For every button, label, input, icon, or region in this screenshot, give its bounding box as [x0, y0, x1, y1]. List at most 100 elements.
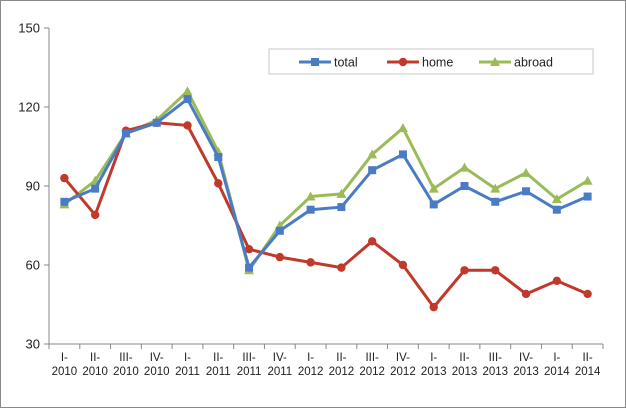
- data-point-total: [152, 118, 161, 127]
- legend-item-abroad: abroad: [479, 56, 553, 70]
- data-point-total: [91, 184, 100, 193]
- x-tick-label: III-: [119, 352, 133, 364]
- data-point-home: [583, 289, 592, 299]
- data-point-abroad: [367, 149, 378, 159]
- legend-swatch-marker: [311, 58, 319, 66]
- data-point-home: [275, 252, 285, 262]
- x-tick-label: IV-: [150, 352, 164, 364]
- x-tick-label: 2013: [452, 366, 478, 378]
- x-tick-label: 2013: [513, 366, 539, 378]
- y-tick-label: 150: [18, 21, 40, 36]
- data-point-total: [460, 182, 469, 190]
- x-tick-label: 2010: [52, 366, 78, 378]
- legend: total home abroad: [268, 48, 594, 75]
- x-tick-label: I-: [61, 352, 68, 364]
- x-tick-label: 2013: [482, 366, 508, 378]
- data-point-total: [583, 192, 592, 201]
- data-point-home: [521, 289, 531, 299]
- x-tick-label: 2011: [175, 366, 200, 378]
- legend-label: home: [422, 56, 453, 70]
- data-point-home: [183, 121, 192, 130]
- x-tick-label: 2011: [267, 366, 292, 378]
- x-tick-label: 2014: [575, 366, 601, 378]
- axes: 30 60 90 120 150 I- 2010 II- 2010 III- 2010 IV- 2010…: [18, 21, 604, 378]
- legend-item-total: total: [299, 56, 358, 70]
- data-point-home: [306, 258, 315, 267]
- data-point-abroad: [397, 123, 408, 133]
- x-tick-label: II-: [90, 352, 100, 364]
- data-point-abroad: [428, 183, 439, 193]
- legend-label: abroad: [514, 56, 553, 70]
- data-point-total: [121, 129, 130, 138]
- x-tick-label: I-: [430, 352, 437, 364]
- x-tick-label: I-: [553, 352, 560, 364]
- data-point-home: [460, 266, 469, 275]
- data-point-abroad: [521, 167, 532, 177]
- data-point-total: [306, 205, 315, 214]
- data-point-home: [214, 179, 223, 188]
- x-tick-label: 2013: [421, 366, 447, 378]
- x-tick-label: 2010: [113, 366, 139, 378]
- x-tick-label: 2014: [544, 366, 570, 378]
- x-tick-label: 2012: [359, 366, 385, 378]
- data-point-abroad: [305, 191, 316, 201]
- data-point-home: [398, 260, 408, 270]
- data-point-total: [60, 197, 69, 206]
- data-point-total: [522, 187, 531, 196]
- data-point-home: [244, 245, 254, 254]
- x-tick-label: III-: [489, 352, 503, 364]
- series-line-total: [63, 97, 589, 270]
- x-tick-label: II-: [459, 352, 469, 364]
- x-tick-label: IV-: [396, 352, 410, 364]
- x-tick-label: 2012: [329, 366, 355, 378]
- legend-label: total: [334, 56, 358, 70]
- y-tick-label: 30: [26, 337, 40, 352]
- x-tick-label: 2011: [237, 366, 262, 378]
- data-point-home: [90, 210, 100, 220]
- data-point-total: [491, 197, 500, 206]
- x-tick-label: 2012: [390, 366, 416, 378]
- data-point-total: [398, 150, 407, 159]
- data-point-total: [245, 263, 254, 272]
- series-home: [60, 118, 592, 312]
- data-point-total: [429, 200, 438, 209]
- data-point-home: [337, 263, 346, 272]
- x-tick-label: III-: [242, 352, 256, 364]
- series-total: [60, 95, 592, 272]
- data-point-home: [429, 302, 438, 312]
- y-tick-label: 90: [26, 179, 40, 194]
- x-tick-label: I-: [184, 352, 191, 364]
- x-tick-label: II-: [213, 352, 223, 364]
- x-tick-label: 2011: [206, 366, 231, 378]
- legend-swatch-marker: [490, 57, 500, 66]
- x-tick-label: IV-: [519, 352, 533, 364]
- data-point-total: [183, 95, 192, 104]
- data-point-total: [275, 226, 284, 235]
- x-tick-label: III-: [365, 352, 379, 364]
- data-point-total: [337, 203, 346, 212]
- x-tick-label: 2010: [144, 366, 170, 378]
- series-line-abroad: [63, 89, 589, 272]
- x-tick-label: IV-: [273, 352, 287, 364]
- series-line-home: [63, 121, 589, 309]
- legend-swatch-marker: [398, 57, 408, 67]
- x-tick-label: II-: [336, 352, 346, 364]
- series-abroad: [59, 86, 593, 275]
- x-tick-label: I-: [307, 352, 314, 364]
- data-point-total: [552, 205, 561, 214]
- data-point-abroad: [182, 86, 193, 96]
- plot-area: [59, 86, 593, 312]
- legend-item-home: home: [387, 56, 453, 70]
- x-tick-label: 2010: [82, 366, 108, 378]
- x-tick-label: 2012: [298, 366, 324, 378]
- data-point-abroad: [582, 175, 593, 185]
- data-point-home: [491, 266, 500, 275]
- data-point-total: [368, 166, 377, 175]
- data-point-home: [367, 237, 377, 246]
- data-point-home: [60, 173, 69, 183]
- data-point-abroad: [459, 162, 470, 172]
- data-point-total: [214, 153, 223, 162]
- data-point-abroad: [551, 194, 562, 204]
